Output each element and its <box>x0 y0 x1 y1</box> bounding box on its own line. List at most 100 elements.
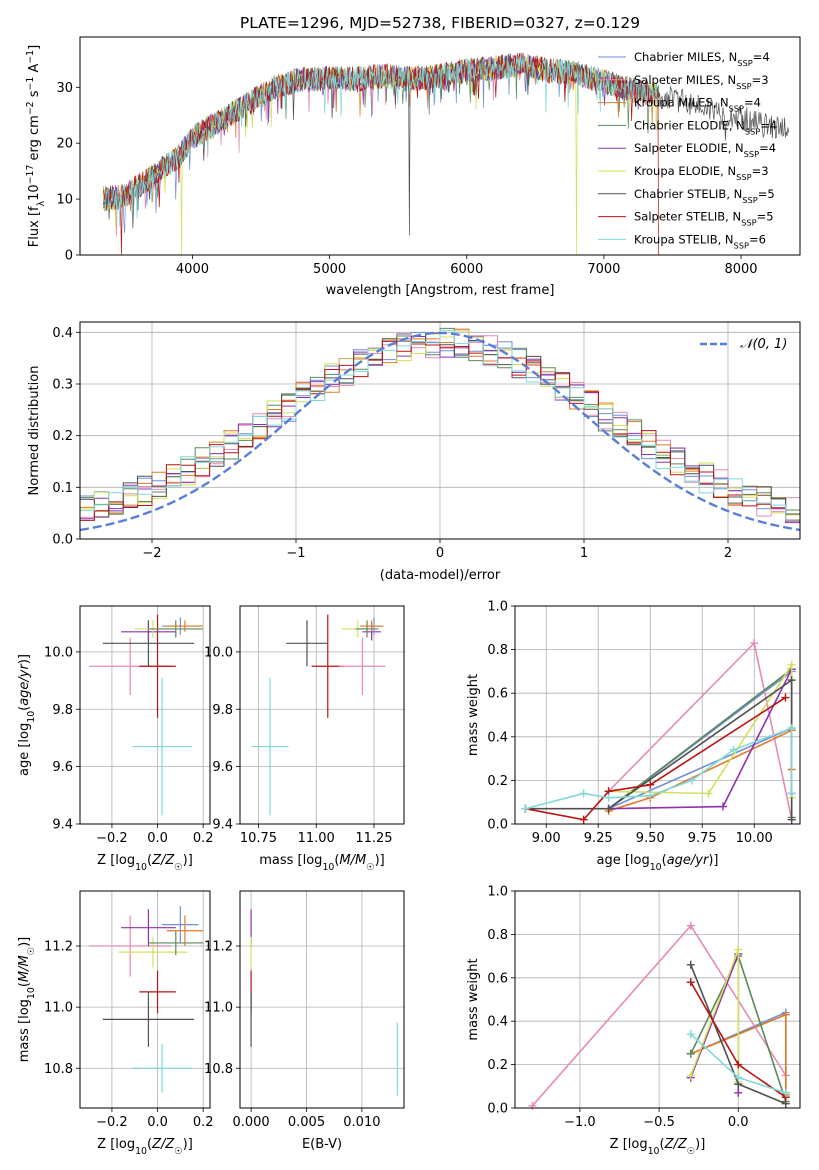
x-tick-label: 0.0 <box>728 1115 749 1130</box>
legend-entry: Salpeter MILES, NSSP=3 <box>634 73 769 91</box>
axes-frame <box>79 605 211 825</box>
x-tick-label: 6000 <box>450 262 483 277</box>
weight-point <box>781 693 790 702</box>
weight-point <box>734 1088 743 1097</box>
y-tick-label: 9.6 <box>52 760 73 775</box>
panel-spectrum: 4000 5000 6000 7000 8000 0 10 20 30 PLATE=1296, M… <box>25 14 801 298</box>
weight-point <box>787 676 796 685</box>
x-tick-label: 9.25 <box>584 831 613 846</box>
x-tick-label: 0.2 <box>193 831 214 846</box>
y-tick-label: 0.2 <box>487 774 508 789</box>
axes-frame <box>239 890 405 1109</box>
y-tick-label: 11.2 <box>44 940 73 955</box>
panel-age_weight: 9.00 9.25 9.50 9.75 10.00 0.0 0.2 0.4 0.6 0.8 1.0 a… <box>466 600 801 873</box>
x-tick-label: 5000 <box>313 262 346 277</box>
y-axis-label: age [log10(age/yr)] <box>17 654 37 776</box>
panel-ebv_mass: 0.000 0.005 0.010 10.8 11.0 11.2 E(B-V) <box>204 890 405 1152</box>
weight-point <box>686 1049 695 1058</box>
legend-entry: Salpeter STELIB, NSSP=5 <box>634 210 774 228</box>
weight-point <box>686 960 695 969</box>
axes-frame <box>79 321 801 540</box>
x-axis-label: Z [log10(Z/Z☉)] <box>97 1137 193 1157</box>
axes-frame <box>514 605 801 825</box>
x-tick-label: 11.25 <box>355 831 392 846</box>
x-tick-label: 0.2 <box>193 1115 214 1130</box>
normal-curve <box>79 331 801 532</box>
y-axis-label: Normed distribution <box>27 366 42 496</box>
weight-point <box>579 815 588 824</box>
x-tick-label: 0.0 <box>147 831 168 846</box>
x-axis-label: mass [log10(M/M☉)] <box>259 853 385 873</box>
panel-mass_age: 10.75 11.00 11.25 9.4 9.6 9.8 10.0 mass [log10(… <box>204 605 405 873</box>
axes-frame <box>79 890 211 1109</box>
axes-frame <box>79 36 801 256</box>
x-tick-label: 4000 <box>176 262 209 277</box>
x-tick-label: 1 <box>580 546 588 561</box>
panel-z_weight: −1.0 −0.5 0.0 0.0 0.2 0.4 0.6 0.8 1.0 Z [log10(Z/… <box>466 885 801 1157</box>
x-axis-label: E(B-V) <box>302 1137 342 1152</box>
y-tick-label: 11.0 <box>204 1001 233 1016</box>
weight-point <box>687 776 696 785</box>
weight-point <box>787 660 796 669</box>
weight-point <box>787 789 796 798</box>
weight-point <box>521 804 530 813</box>
weight-point <box>704 789 713 798</box>
x-tick-label: 10.00 <box>736 831 773 846</box>
weight-point <box>686 978 695 987</box>
panel-residuals: −2 −1 0 1 2 0.0 0.1 0.2 0.3 0.4 (data-model)/error… <box>27 321 801 583</box>
weight-point <box>719 802 728 811</box>
x-tick-label: −0.2 <box>96 1115 128 1130</box>
spectrum-series-line <box>103 53 659 227</box>
x-tick-label: 0.0 <box>147 1115 168 1130</box>
weight-point <box>729 745 738 754</box>
y-tick-label: 9.4 <box>212 818 233 833</box>
weight-point <box>579 789 588 798</box>
legend-entry: Chabrier ELODIE, NSSP=4 <box>634 118 777 136</box>
weight-point <box>781 1010 790 1019</box>
y-tick-label: 0.0 <box>487 818 508 833</box>
y-axis-label: Flux [fλ10−17 erg cm−2 s−1 A−1] <box>25 45 47 247</box>
y-tick-label: 10.8 <box>44 1062 73 1077</box>
y-tick-label: 0.4 <box>487 730 508 745</box>
x-tick-label: −0.2 <box>96 831 128 846</box>
weight-point <box>750 639 759 648</box>
axes-frame <box>514 890 801 1109</box>
x-tick-label: −1 <box>286 546 305 561</box>
y-tick-label: 0.6 <box>487 687 508 702</box>
legend-entry: 𝒩(0, 1) <box>740 337 787 352</box>
y-tick-label: 0.0 <box>487 1102 508 1117</box>
x-axis-label: Z [log10(Z/Z☉)] <box>610 1137 706 1157</box>
y-tick-label: 0.0 <box>52 533 73 548</box>
y-tick-label: 10.0 <box>44 645 73 660</box>
weight-point <box>734 1073 743 1082</box>
y-tick-label: 0.1 <box>52 481 73 496</box>
y-tick-label: 10.0 <box>204 645 233 660</box>
weight-series-line <box>608 662 793 798</box>
x-tick-label: 0.000 <box>232 1115 269 1130</box>
x-tick-label: 9.50 <box>636 831 665 846</box>
x-tick-label: 2 <box>724 546 732 561</box>
legend-entry: Kroupa STELIB, NSSP=6 <box>634 232 766 250</box>
weight-point <box>604 793 613 802</box>
y-tick-label: 0.2 <box>487 1058 508 1073</box>
y-tick-label: 9.6 <box>212 760 233 775</box>
weight-series-line <box>608 729 793 812</box>
x-axis-label: Z [log10(Z/Z☉)] <box>97 853 193 873</box>
x-tick-label: 0 <box>436 546 444 561</box>
legend-entry: Salpeter ELODIE, NSSP=4 <box>634 141 776 159</box>
x-tick-label: −1.0 <box>564 1115 596 1130</box>
y-tick-label: 9.4 <box>52 818 73 833</box>
y-tick-label: 0.8 <box>487 643 508 658</box>
legend-entry: Kroupa MILES, NSSP=4 <box>634 96 761 114</box>
y-tick-label: 11.2 <box>204 940 233 955</box>
x-axis-label: (data-model)/error <box>380 568 501 583</box>
weight-point <box>686 1030 695 1039</box>
y-tick-label: 0.2 <box>52 429 73 444</box>
weight-point <box>787 815 796 824</box>
y-tick-label: 1.0 <box>487 600 508 615</box>
y-axis-label: mass [log10(M/M☉)] <box>17 937 37 1063</box>
x-tick-label: −2 <box>142 546 161 561</box>
legend-entry: Chabrier MILES, NSSP=4 <box>634 50 770 68</box>
panel-z_age: −0.2 0.0 0.2 9.4 9.6 9.8 10.0 Z [log10(Z/Z☉)] ag… <box>17 605 214 873</box>
